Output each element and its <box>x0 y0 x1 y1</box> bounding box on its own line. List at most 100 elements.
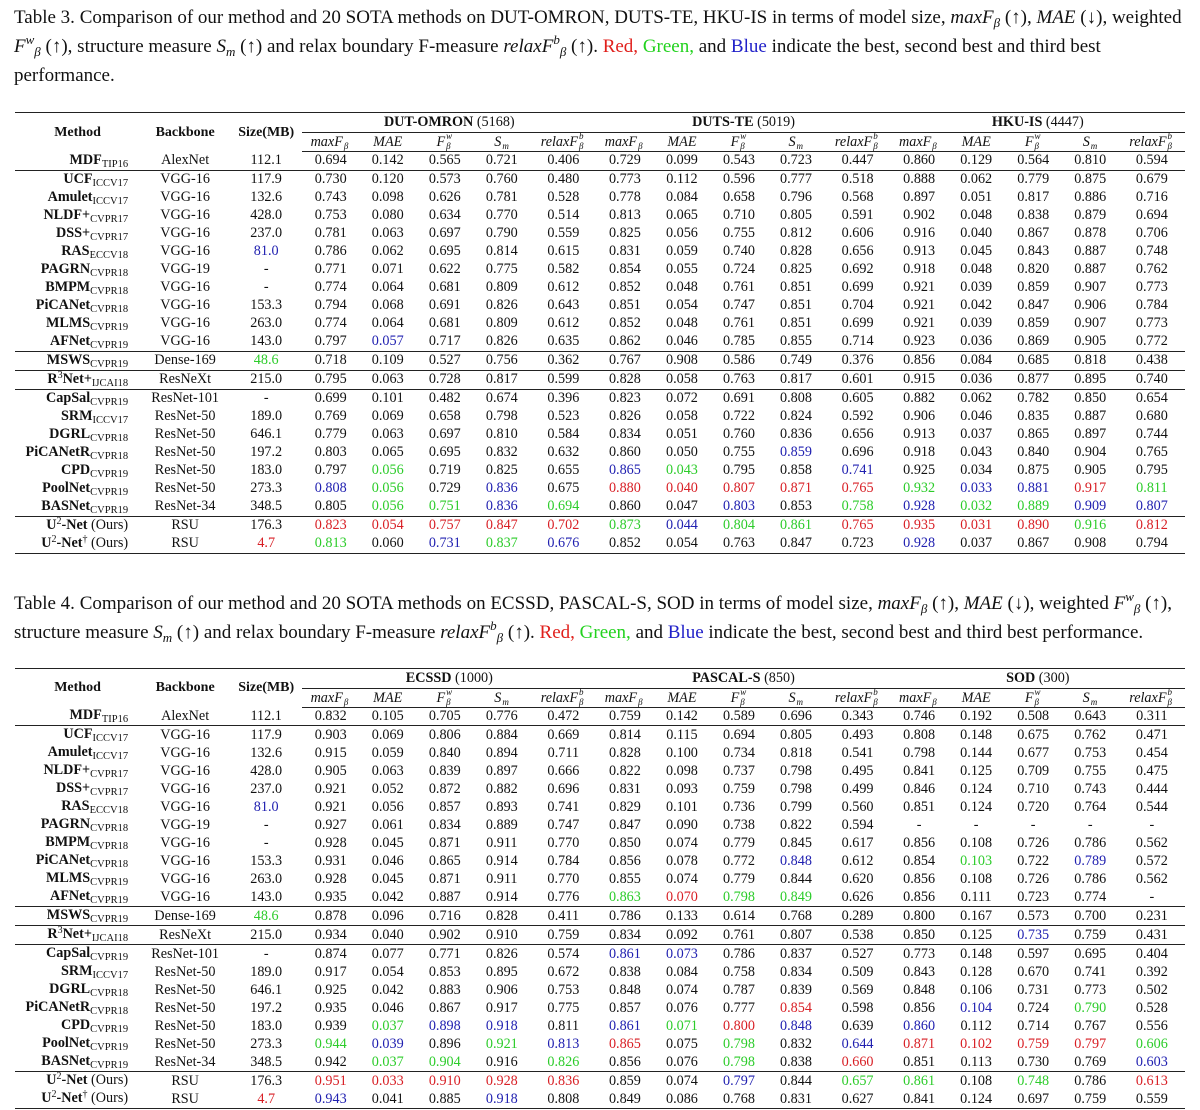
metric-cell: 0.697 <box>428 426 461 442</box>
metric-cell: 0.867 <box>1017 535 1050 551</box>
metric-cell: 0.048 <box>960 207 993 223</box>
metric-cell: 0.447 <box>841 152 874 169</box>
metric-cell: 0.880 <box>608 480 641 496</box>
metric-cell: 0.758 <box>723 963 755 980</box>
metric-cell: 0.859 <box>596 1071 654 1090</box>
metric-cell: 0.848 <box>780 1017 812 1034</box>
row-group: MSWSCVPR19 Dense-169 48.6 0.718 0.109 0.527 0.… <box>15 350 1185 370</box>
metric-cell: 0.817 <box>767 369 825 389</box>
metric-cell: 0.052 <box>371 780 404 797</box>
backbone-cell: RSU <box>140 1071 231 1090</box>
metric-cell: 0.705 <box>428 707 461 724</box>
table-row: PoolNetCVPR19 ResNet-50 273.3 0.944 0.039 0.8… <box>15 1035 1185 1053</box>
metric-sup: w <box>446 131 453 141</box>
venue: CVPR18 <box>90 303 129 315</box>
size-cell: 273.3 <box>250 1035 283 1052</box>
metric-cell: 0.723 <box>841 535 874 551</box>
metric-cell: 0.917 <box>485 999 518 1016</box>
metric-cell: 0.843 <box>1017 243 1050 259</box>
metric-cell: 0.918 <box>903 444 936 460</box>
metric-cell: 0.694 <box>314 152 347 169</box>
metric-cell: 0.718 <box>302 350 360 370</box>
metric-cell: 0.837 <box>485 535 518 551</box>
method-prefix: CPD <box>60 461 91 478</box>
caption-text: w <box>25 32 35 47</box>
metric-cell: 0.040 <box>359 925 417 945</box>
method-suffix: -Net <box>61 516 88 533</box>
metric-cell: 0.910 <box>473 925 531 945</box>
backbone-cell: Dense-169 <box>140 906 231 926</box>
metric-cell: 0.054 <box>665 535 698 551</box>
metric-cell: 0.670 <box>1017 963 1050 980</box>
method-prefix: MSWS <box>46 351 91 368</box>
size-cell: 237.0 <box>250 780 283 797</box>
size-cell: 428.0 <box>250 207 283 223</box>
metric-cell: 0.849 <box>608 1090 641 1107</box>
metric-cell: 0.603 <box>1135 1053 1168 1070</box>
backbone-cell: RSU <box>171 535 199 551</box>
metric-cell: 0.786 <box>1074 870 1107 887</box>
metric-cell: 0.915 <box>314 744 347 761</box>
metric-cell: 0.797 <box>314 333 347 349</box>
size-cell: - <box>230 944 303 963</box>
metric-cell: 0.142 <box>371 152 404 169</box>
metric-cell: 0.656 <box>841 426 874 442</box>
metric-cell: 0.144 <box>960 744 993 761</box>
metric-cell: 0.838 <box>780 1053 812 1070</box>
metric-cell: 0.756 <box>473 350 531 370</box>
metric-cell: 0.773 <box>1135 279 1168 295</box>
metric-cell: 0.582 <box>547 261 580 277</box>
method-prefix: MSWS <box>46 907 91 923</box>
size-cell: 348.5 <box>250 498 283 514</box>
metric-cell: 0.411 <box>530 906 597 926</box>
method-prefix: DGRL <box>49 981 91 997</box>
metric-cell: 0.606 <box>841 225 874 241</box>
metric-cell: 0.045 <box>960 243 993 259</box>
method-name: RASECCV18 <box>15 798 140 816</box>
table-row: MSWSCVPR19 Dense-169 48.6 0.878 0.096 0.716 0.… <box>15 906 1185 926</box>
method-prefix: U <box>41 534 52 551</box>
metric-cell: 0.714 <box>1017 1017 1050 1034</box>
metric-header: maxF β <box>596 132 654 152</box>
metric-cell: 0.454 <box>1135 744 1168 761</box>
metric-base: maxF <box>310 134 343 150</box>
backbone-cell: ResNet-101 <box>140 388 231 408</box>
metric-cell: 0.111 <box>960 888 992 905</box>
metric-cell: 0.904 <box>1074 444 1107 460</box>
metric-base: maxF <box>604 134 638 150</box>
venue: IJCAI18 <box>91 933 129 944</box>
metric-cell: 0.897 <box>485 762 518 779</box>
metric-cell: 0.823 <box>596 388 654 408</box>
metric-cell: 0.042 <box>371 888 404 905</box>
metric-cell: 0.730 <box>302 169 360 189</box>
metric-cell: 0.944 <box>314 1035 347 1052</box>
metric-header: MAE <box>653 132 711 152</box>
table-3: Method Backbone Size(MB) DUT-OMRON (5168) DU… <box>15 112 1185 554</box>
metric-cell: 0.495 <box>841 762 874 779</box>
venue: CVPR19 <box>90 1042 129 1053</box>
metric-cell: 0.311 <box>1136 707 1168 724</box>
method-prefix: UCF <box>63 726 93 742</box>
metric-cell: 0.059 <box>371 744 404 761</box>
metric-cell: 0.527 <box>824 944 891 963</box>
metric-cell: 0.923 <box>903 333 936 349</box>
metric-cell: 0.721 <box>485 152 518 169</box>
metric-cell: 0.068 <box>371 297 404 313</box>
metric-cell: 0.934 <box>302 925 360 945</box>
metric-cell: 0.643 <box>1074 707 1107 724</box>
metric-cell: 0.769 <box>314 408 347 424</box>
metric-cell: 0.860 <box>608 444 641 460</box>
metric-cell: 0.606 <box>1135 1035 1168 1052</box>
venue: ICCV17 <box>92 733 129 744</box>
metric-cell: 0.848 <box>780 852 812 869</box>
metric-cell: 0.855 <box>780 333 812 349</box>
metric-cell: 0.528 <box>547 189 580 205</box>
metric-cell: 0.699 <box>302 388 360 408</box>
metric-cell: 0.914 <box>485 888 518 905</box>
metric-cell: 0.836 <box>780 426 812 442</box>
method-name: MDFTIP16 <box>15 707 140 726</box>
